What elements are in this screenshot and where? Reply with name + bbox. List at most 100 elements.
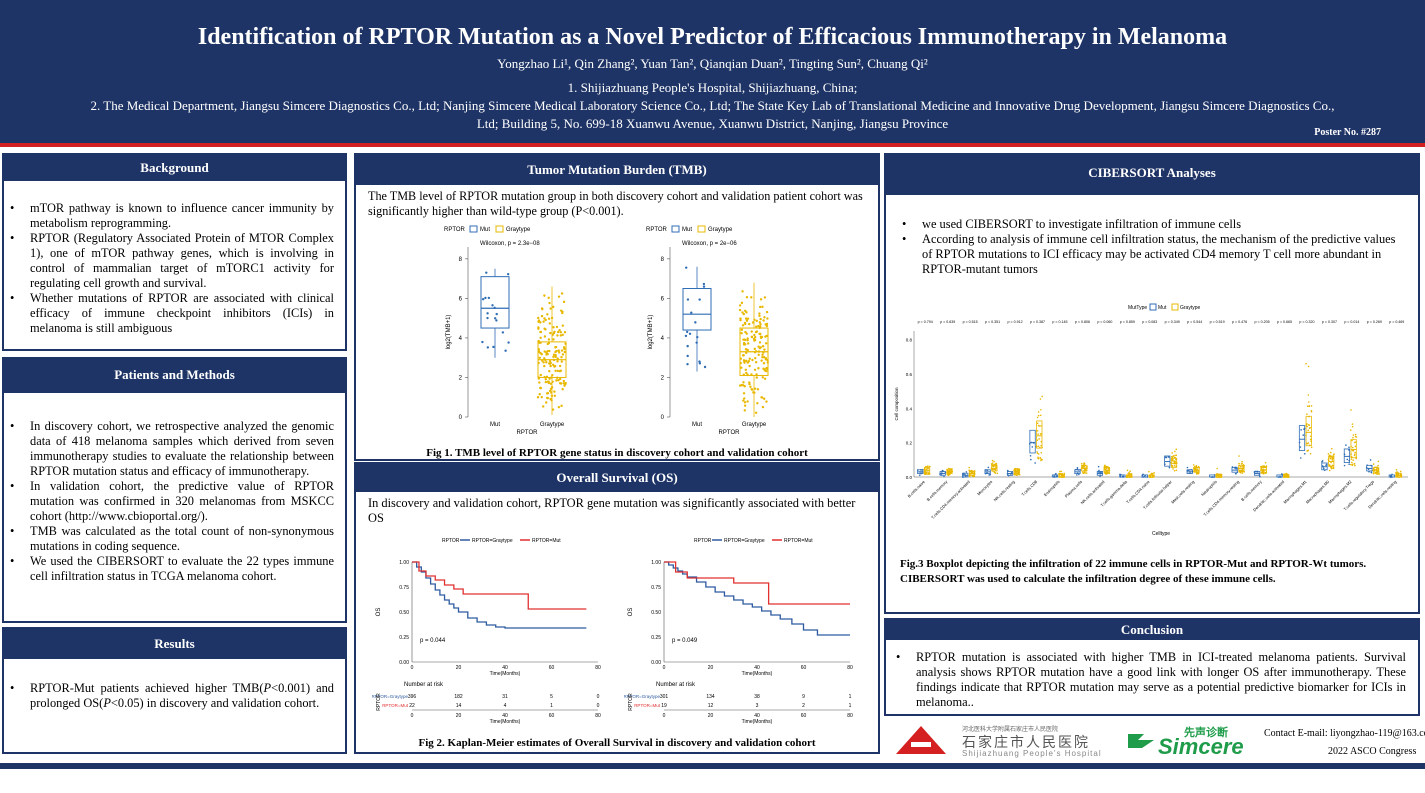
data-point xyxy=(1235,467,1237,470)
data-point xyxy=(740,328,744,331)
data-point xyxy=(549,364,552,368)
data-point xyxy=(741,324,745,327)
data-point xyxy=(1308,424,1311,427)
data-point xyxy=(1351,423,1354,425)
data-point xyxy=(537,316,540,320)
data-point xyxy=(1322,467,1325,470)
data-point xyxy=(1173,464,1176,467)
data-point xyxy=(1041,395,1043,398)
data-point xyxy=(753,387,757,390)
y-tick-label: 6 xyxy=(661,296,665,302)
data-point xyxy=(1263,465,1265,468)
x-axis-label: Time(Months) xyxy=(742,671,773,677)
data-point xyxy=(738,308,742,312)
x-tick-label: Neutrophils xyxy=(1200,479,1218,497)
data-point xyxy=(1351,464,1354,466)
data-point xyxy=(1054,473,1057,475)
data-point xyxy=(1354,435,1357,438)
data-point xyxy=(495,312,498,316)
risk-value: 14 xyxy=(456,703,462,709)
data-point xyxy=(1308,405,1311,407)
data-point xyxy=(1307,394,1310,396)
data-point xyxy=(762,356,766,359)
hospital-name-en: Shijiazhuang People's Hospital xyxy=(962,749,1102,758)
data-point xyxy=(1327,453,1330,455)
data-point xyxy=(1148,470,1150,473)
data-point xyxy=(744,317,748,320)
data-point xyxy=(1285,472,1287,475)
risk-x-tick-label: 80 xyxy=(595,713,601,719)
list-item: In discovery cohort, we retrospective an… xyxy=(8,419,334,479)
data-point xyxy=(758,314,761,318)
p-value-label: p = 0.912 xyxy=(1007,320,1022,324)
p-value-label: p = 0.519 xyxy=(1210,320,1225,324)
x-tick-label: T.cells.CD4.memory.activated xyxy=(930,479,971,520)
data-point xyxy=(557,295,561,298)
data-point xyxy=(1097,465,1100,468)
risk-x-tick-label: 20 xyxy=(456,713,462,719)
legend-key-graytype xyxy=(495,225,504,233)
risk-value: 22 xyxy=(409,703,415,709)
x-tick-label: 20 xyxy=(708,665,714,671)
y-tick-label: 0.25 xyxy=(399,635,409,641)
p-value-label: p = 0.794 xyxy=(918,320,933,324)
wilcoxon-annotation: Wilcoxon, p = 2e−06 xyxy=(682,241,737,247)
data-point xyxy=(1310,410,1313,413)
tmb-boxplot-discovery: RPTOR Mut Graytype Wilcoxon, p = 2.3e−08 0 2 4… xyxy=(444,225,567,436)
methods-panel: Patients and Methods In discovery cohort… xyxy=(2,357,347,623)
data-point xyxy=(686,344,689,348)
data-point xyxy=(556,334,559,337)
data-point xyxy=(1130,473,1133,475)
data-point xyxy=(1085,472,1088,474)
data-point xyxy=(537,327,540,330)
risk-value: 2 xyxy=(802,703,805,709)
data-point xyxy=(539,336,542,339)
data-point xyxy=(1038,425,1041,427)
data-point xyxy=(949,468,951,470)
data-point xyxy=(753,333,756,337)
data-point xyxy=(703,365,707,369)
data-point xyxy=(538,356,541,359)
data-point xyxy=(543,364,546,368)
data-point xyxy=(1175,454,1177,457)
simcere-logo-icon xyxy=(1128,734,1154,748)
simcere-name-en: Simcere xyxy=(1158,734,1244,759)
data-point xyxy=(743,401,747,404)
data-point xyxy=(1186,466,1189,469)
data-point xyxy=(539,386,543,390)
y-tick-label: 0.50 xyxy=(651,610,661,616)
data-point xyxy=(544,328,547,331)
legend-label-graytype: Graytype xyxy=(1180,305,1201,311)
data-point xyxy=(1331,447,1333,450)
data-point xyxy=(686,354,689,358)
data-point xyxy=(1171,452,1173,454)
data-point xyxy=(973,475,976,477)
data-point xyxy=(544,318,547,322)
data-point xyxy=(698,362,702,365)
data-point xyxy=(548,301,551,305)
legend-label-mut: Mut xyxy=(682,227,692,233)
data-point xyxy=(1129,470,1131,473)
data-point xyxy=(557,330,560,334)
data-point xyxy=(539,330,543,334)
data-point xyxy=(1306,425,1308,428)
data-point xyxy=(1343,464,1346,467)
os-text: In discovery and validation cohort, RPTO… xyxy=(368,496,856,525)
data-point xyxy=(744,343,747,346)
data-point xyxy=(507,341,510,344)
x-tick-label: B.cells.memory xyxy=(926,479,949,502)
data-point xyxy=(968,469,970,472)
data-point xyxy=(991,462,994,464)
data-point xyxy=(738,304,742,307)
data-point xyxy=(551,363,555,366)
data-point xyxy=(1259,475,1261,478)
affiliation-2a: 2. The Medical Department, Jiangsu Simce… xyxy=(90,98,1335,113)
data-point xyxy=(762,319,765,322)
data-point xyxy=(995,462,997,465)
data-point xyxy=(1354,445,1357,448)
data-point xyxy=(552,305,555,309)
data-point xyxy=(1241,462,1243,465)
data-point xyxy=(1173,456,1176,459)
data-point xyxy=(481,340,484,344)
legend-key-graytype xyxy=(697,225,706,233)
